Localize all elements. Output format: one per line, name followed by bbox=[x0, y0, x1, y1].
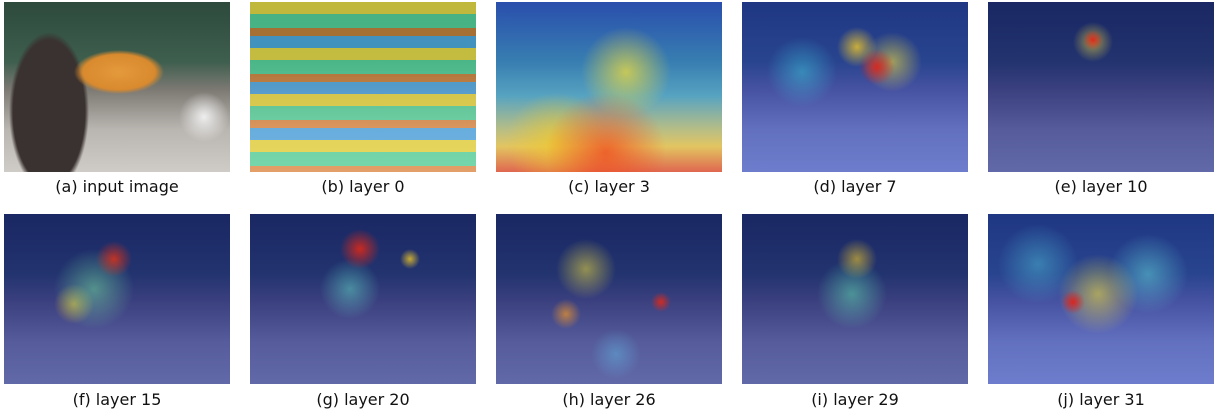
panel-caption: (g) layer 20 bbox=[250, 390, 476, 409]
panel-image bbox=[496, 214, 722, 384]
figure: (a) input image (b) layer 0 (c) layer 3 (d)… bbox=[0, 0, 1214, 416]
panel-caption: (i) layer 29 bbox=[742, 390, 968, 409]
panel-image bbox=[742, 214, 968, 384]
panel-caption: (j) layer 31 bbox=[988, 390, 1214, 409]
panel-caption: (a) input image bbox=[4, 177, 230, 196]
panel-image bbox=[250, 214, 476, 384]
panel-image bbox=[496, 2, 722, 172]
panel-image bbox=[250, 2, 476, 172]
panel-image bbox=[4, 214, 230, 384]
panel-image bbox=[988, 2, 1214, 172]
panel-caption: (c) layer 3 bbox=[496, 177, 722, 196]
panel-caption: (f) layer 15 bbox=[4, 390, 230, 409]
panel-caption: (h) layer 26 bbox=[496, 390, 722, 409]
panel-caption: (e) layer 10 bbox=[988, 177, 1214, 196]
panel-image bbox=[988, 214, 1214, 384]
panel-image bbox=[742, 2, 968, 172]
panel-caption: (b) layer 0 bbox=[250, 177, 476, 196]
panel-caption: (d) layer 7 bbox=[742, 177, 968, 196]
panel-image bbox=[4, 2, 230, 172]
